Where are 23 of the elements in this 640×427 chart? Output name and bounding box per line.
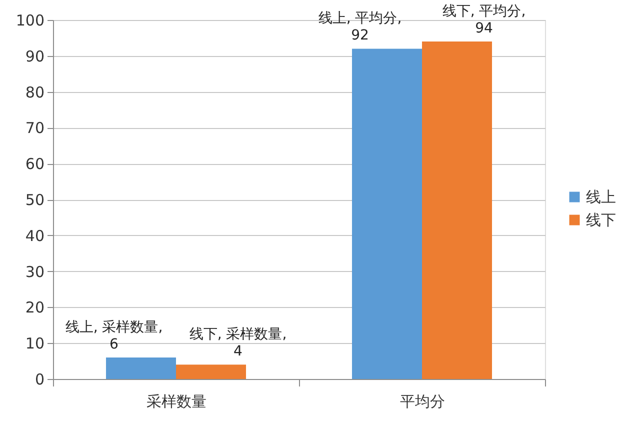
y-tick-label: 70: [25, 119, 44, 138]
data-label: 线上, 平均分, 92: [318, 10, 402, 44]
y-tick-label: 20: [25, 298, 44, 317]
y-tick-label: 60: [25, 155, 44, 174]
x-tick-label: 采样数量: [146, 392, 206, 410]
y-tick-label: 90: [25, 47, 44, 66]
legend-label: 线下: [586, 211, 616, 229]
y-tick-label: 50: [25, 191, 44, 209]
y-tick-label: 10: [25, 334, 44, 353]
y-tick-label: 30: [25, 262, 44, 281]
bar: [106, 357, 176, 379]
data-label: 线下, 采样数量, 4: [189, 326, 287, 360]
bar: [352, 48, 422, 379]
data-label: 线下, 平均分, 94: [442, 4, 526, 37]
x-tick-label: 平均分: [400, 392, 445, 410]
y-tick-label: 40: [25, 226, 44, 245]
y-tick-label: 0: [34, 370, 44, 388]
legend-label: 线上: [586, 188, 616, 206]
y-tick-label: 80: [25, 83, 44, 102]
bar: [422, 42, 492, 379]
bar: [176, 364, 246, 379]
data-label: 线上, 采样数量, 6: [65, 319, 163, 352]
y-tick-label: 100: [16, 12, 44, 30]
